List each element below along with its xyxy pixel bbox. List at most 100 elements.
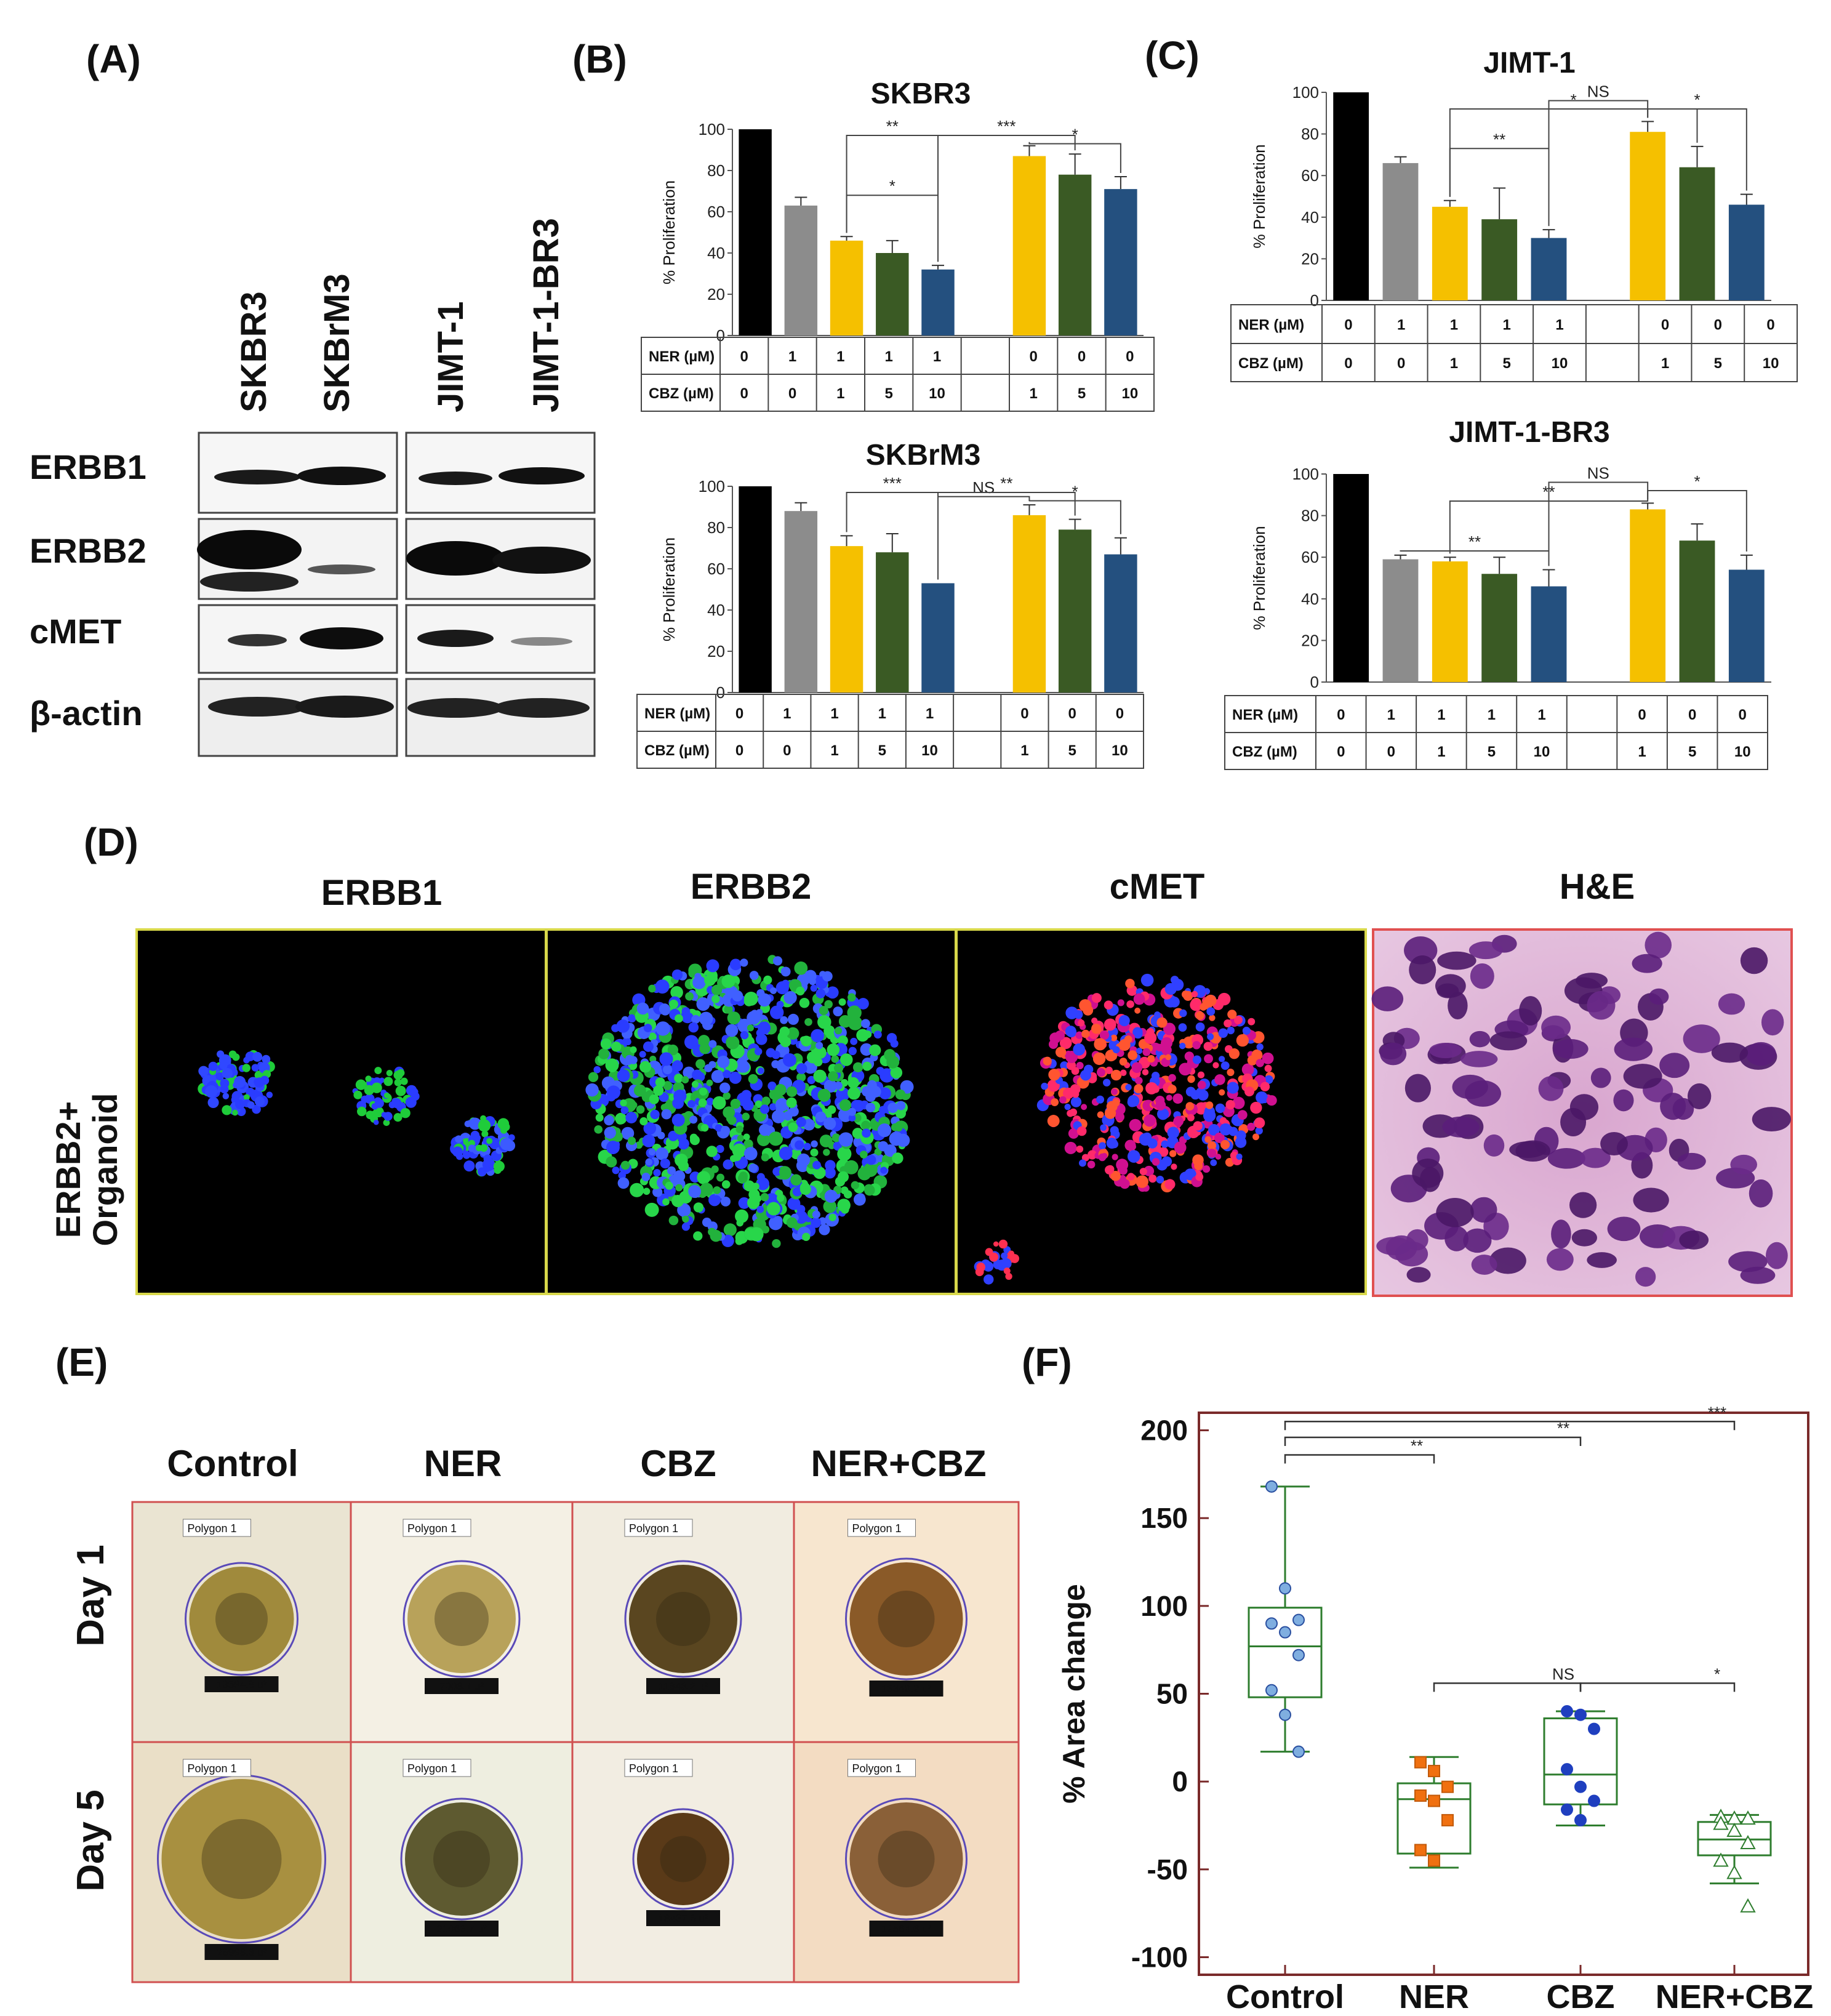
box-plot-area-change: 200 150 100 50 0 -50 -100 % Area change Control N… [1057, 1403, 1813, 2015]
cell [847, 1005, 862, 1020]
chart-title: JIMT-1-BR3 [1449, 416, 1609, 449]
cell [475, 1135, 481, 1141]
bar [1058, 174, 1092, 335]
cell [1219, 1123, 1232, 1136]
cell [689, 1133, 698, 1142]
y-tick-label: 150 [1140, 1502, 1188, 1534]
data-point [1726, 1822, 1742, 1837]
cell [740, 1030, 749, 1040]
cell [1168, 996, 1180, 1008]
cell [1075, 1031, 1083, 1039]
organoid-core [433, 1831, 490, 1887]
cell [859, 1151, 868, 1159]
cell [815, 1042, 823, 1050]
organoid [189, 1567, 294, 1671]
polygon-label: Polygon 1 [407, 1522, 457, 1535]
significance-label: ** [1411, 1436, 1423, 1455]
cell [815, 1111, 827, 1123]
significance-label: ** [1557, 1419, 1569, 1437]
cell [819, 1006, 828, 1016]
nucleus [1571, 1229, 1597, 1247]
cell [653, 1085, 664, 1096]
nucleus [1489, 1247, 1526, 1274]
cell [1166, 1094, 1172, 1101]
organoid [629, 1565, 737, 1673]
table-cell-ner: 0 [1714, 317, 1722, 334]
table-cell-cbz: 10 [1734, 744, 1751, 760]
nucleus [1587, 990, 1616, 1020]
cell [657, 1131, 665, 1139]
cell [811, 1029, 824, 1043]
cell [671, 1194, 684, 1207]
cell [839, 1053, 853, 1066]
cell [1187, 1075, 1195, 1083]
cell [1195, 1173, 1204, 1181]
organoid-cell: Polygon 1 18437.6 u² [571, 1741, 795, 1983]
cell [636, 1002, 649, 1015]
cell [1219, 1056, 1225, 1062]
e-col-ner-cbz: NER+CBZ [811, 1443, 986, 1484]
cell [1179, 1009, 1187, 1018]
data-point [1414, 1756, 1427, 1769]
cell [661, 1109, 672, 1120]
data-point [1292, 1649, 1305, 1661]
cell [605, 1058, 619, 1072]
cell [616, 1019, 630, 1033]
cell [700, 1183, 713, 1197]
bar [1531, 238, 1567, 300]
y-tick-label: 20 [1301, 631, 1319, 649]
cell [757, 1133, 771, 1146]
cell [755, 1034, 767, 1045]
significance-bracket [1400, 550, 1550, 566]
cell [648, 1032, 657, 1041]
panel-d-letter: (D) [84, 820, 138, 864]
cell [649, 1094, 659, 1104]
cell [1157, 1108, 1169, 1120]
cell [743, 1139, 753, 1149]
nucleus [1483, 1134, 1505, 1157]
cell [694, 973, 702, 980]
cell [668, 1215, 679, 1226]
table-cell-cbz: 10 [1121, 385, 1138, 402]
table-cell-cbz: 10 [921, 742, 938, 759]
table-cell-cbz: 0 [740, 385, 748, 402]
cell [653, 1168, 661, 1177]
cell [1104, 1018, 1116, 1031]
cell [1100, 1124, 1107, 1131]
data-point [1279, 1582, 1291, 1595]
cell [1071, 1067, 1080, 1075]
nucleus [1541, 1015, 1571, 1039]
cell [1179, 1042, 1186, 1050]
polygon-label: Polygon 1 [629, 1522, 678, 1535]
cell [1060, 1061, 1069, 1070]
table-cell-ner: 1 [788, 348, 796, 365]
cell [717, 1055, 730, 1069]
y-tick-label: -100 [1131, 1941, 1188, 1973]
cell [243, 1094, 250, 1101]
cell [1192, 1055, 1201, 1064]
table-cell-ner: 0 [1126, 348, 1134, 365]
bar [1058, 529, 1092, 693]
cell [699, 1011, 713, 1026]
table-cell-cbz: 5 [1688, 744, 1696, 760]
cell [1118, 1039, 1131, 1051]
cell [1041, 1082, 1048, 1090]
panel-f-letter: (F) [1022, 1340, 1072, 1384]
panel-b-letter: (B) [572, 37, 627, 81]
cell [788, 1122, 798, 1132]
table-cell-cbz: 1 [1020, 742, 1028, 759]
cell [692, 976, 706, 989]
cell [1059, 1037, 1072, 1050]
cell [1110, 1126, 1119, 1135]
bar [1679, 167, 1715, 300]
data-point [1428, 1854, 1440, 1867]
nucleus [1683, 1024, 1720, 1053]
data-point [1561, 1803, 1573, 1816]
cell [486, 1138, 493, 1144]
cell [1116, 1159, 1129, 1171]
significance-label: * [1714, 1665, 1720, 1683]
cell [1096, 1095, 1105, 1104]
cell [1003, 1267, 1011, 1275]
